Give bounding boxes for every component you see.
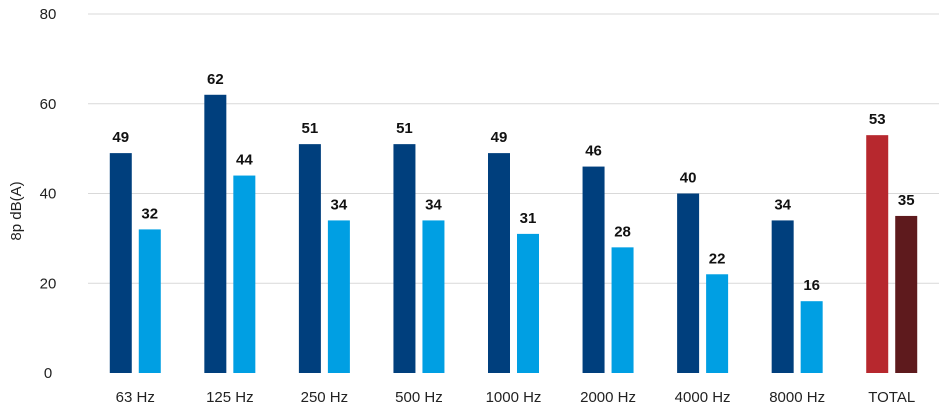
data-label: 16 <box>803 277 820 294</box>
data-label: 62 <box>207 71 224 88</box>
x-tick-label: 63 Hz <box>116 389 155 406</box>
data-label: 46 <box>585 143 602 160</box>
x-tick-label: 125 Hz <box>206 389 254 406</box>
bar <box>327 220 350 373</box>
data-label: 34 <box>774 196 791 213</box>
x-tick-label: TOTAL <box>868 389 915 406</box>
x-tick-label: 2000 Hz <box>580 389 636 406</box>
data-label: 34 <box>425 196 442 213</box>
bar <box>582 166 605 373</box>
x-tick-label: 1000 Hz <box>486 389 542 406</box>
bar <box>800 301 823 373</box>
data-label: 49 <box>491 129 508 146</box>
y-axis-label: 8p dB(A) <box>8 181 25 240</box>
bar <box>895 215 918 373</box>
bar <box>706 274 729 373</box>
data-label: 32 <box>141 205 158 222</box>
data-label: 51 <box>396 120 413 137</box>
bar <box>611 247 634 373</box>
y-tick-label: 80 <box>40 6 57 23</box>
bar <box>298 144 321 373</box>
data-label: 31 <box>520 210 537 227</box>
bar <box>393 144 416 373</box>
x-tick-label: 8000 Hz <box>769 389 825 406</box>
x-tick-label: 4000 Hz <box>675 389 731 406</box>
bar <box>233 175 256 373</box>
data-label: 49 <box>112 129 129 146</box>
bar <box>517 233 539 373</box>
y-tick-label: 0 <box>44 365 52 382</box>
data-label: 22 <box>709 250 726 267</box>
bar <box>138 229 161 373</box>
data-label: 44 <box>236 152 253 169</box>
data-label: 53 <box>869 111 886 128</box>
y-tick-label: 20 <box>40 275 57 292</box>
bar <box>422 220 445 373</box>
data-label: 35 <box>898 192 915 209</box>
bar <box>771 220 794 373</box>
bar <box>488 153 510 373</box>
data-label: 51 <box>302 120 319 137</box>
data-label: 40 <box>680 170 697 187</box>
data-label: 34 <box>331 196 348 213</box>
x-tick-label: 250 Hz <box>301 389 349 406</box>
y-tick-label: 60 <box>40 96 57 113</box>
bar <box>109 153 132 373</box>
bar <box>866 135 889 373</box>
y-tick-label: 40 <box>40 186 57 203</box>
data-label: 28 <box>614 223 631 240</box>
bar <box>204 94 227 374</box>
x-tick-label: 500 Hz <box>395 389 443 406</box>
bar <box>677 193 700 373</box>
